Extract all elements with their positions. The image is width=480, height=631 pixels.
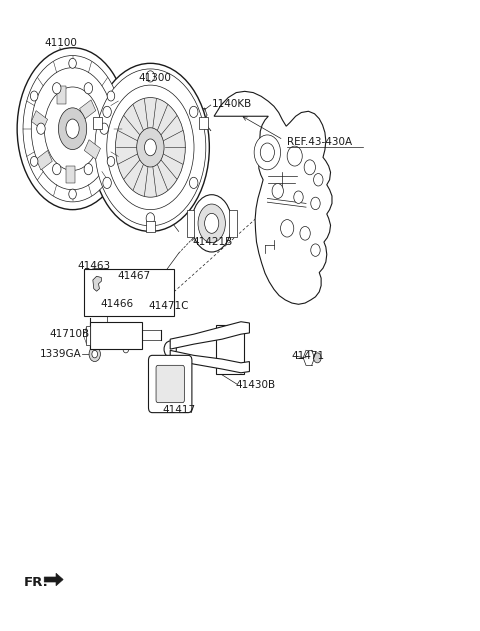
Circle shape bbox=[36, 123, 45, 134]
Circle shape bbox=[84, 83, 93, 94]
Circle shape bbox=[311, 244, 320, 256]
Circle shape bbox=[84, 163, 93, 175]
Text: 41463: 41463 bbox=[77, 261, 110, 271]
Circle shape bbox=[69, 189, 76, 199]
Circle shape bbox=[95, 281, 99, 286]
Circle shape bbox=[159, 287, 165, 294]
Text: 41471C: 41471C bbox=[148, 300, 189, 310]
Circle shape bbox=[146, 213, 155, 224]
Ellipse shape bbox=[31, 68, 114, 190]
Circle shape bbox=[100, 123, 108, 134]
Text: 41430B: 41430B bbox=[235, 380, 276, 390]
Circle shape bbox=[89, 346, 100, 362]
Circle shape bbox=[313, 353, 321, 363]
Circle shape bbox=[146, 71, 155, 82]
Ellipse shape bbox=[107, 85, 194, 209]
Text: 41421B: 41421B bbox=[193, 237, 233, 247]
Text: 41417: 41417 bbox=[162, 405, 195, 415]
Circle shape bbox=[103, 305, 111, 316]
Circle shape bbox=[311, 198, 320, 209]
Text: 1339GA: 1339GA bbox=[39, 349, 81, 359]
Text: 41471: 41471 bbox=[292, 351, 325, 361]
Circle shape bbox=[313, 174, 323, 186]
Ellipse shape bbox=[59, 108, 87, 150]
Bar bbox=[84, 139, 100, 159]
Circle shape bbox=[112, 287, 127, 307]
Circle shape bbox=[92, 350, 97, 358]
Text: 1140KB: 1140KB bbox=[212, 99, 252, 109]
Ellipse shape bbox=[198, 204, 226, 243]
Circle shape bbox=[190, 106, 198, 117]
Circle shape bbox=[304, 160, 315, 175]
Ellipse shape bbox=[17, 48, 128, 209]
Bar bbox=[216, 326, 244, 374]
Bar bbox=[86, 326, 91, 345]
Circle shape bbox=[300, 227, 310, 240]
Circle shape bbox=[287, 146, 302, 166]
Text: 41300: 41300 bbox=[139, 73, 171, 83]
Circle shape bbox=[103, 106, 111, 117]
Ellipse shape bbox=[192, 195, 232, 252]
Bar bbox=[31, 110, 48, 130]
Circle shape bbox=[123, 345, 129, 353]
Bar bbox=[80, 100, 96, 119]
Text: 41466: 41466 bbox=[101, 299, 134, 309]
Circle shape bbox=[254, 135, 281, 170]
Ellipse shape bbox=[66, 119, 79, 138]
Text: 41100: 41100 bbox=[44, 38, 77, 48]
Bar bbox=[36, 150, 52, 170]
Ellipse shape bbox=[204, 213, 219, 233]
Text: REF.43-430A: REF.43-430A bbox=[287, 138, 352, 148]
Ellipse shape bbox=[116, 98, 185, 198]
Circle shape bbox=[52, 163, 61, 175]
Bar bbox=[187, 209, 194, 237]
Circle shape bbox=[69, 58, 76, 68]
Polygon shape bbox=[93, 276, 101, 292]
Bar bbox=[146, 221, 155, 232]
Ellipse shape bbox=[137, 127, 164, 167]
Circle shape bbox=[103, 177, 111, 189]
Circle shape bbox=[131, 292, 138, 302]
Circle shape bbox=[190, 177, 198, 189]
Circle shape bbox=[107, 91, 115, 101]
Polygon shape bbox=[170, 322, 250, 349]
Circle shape bbox=[281, 220, 294, 237]
Bar bbox=[66, 166, 75, 184]
Circle shape bbox=[260, 143, 275, 162]
Circle shape bbox=[52, 83, 61, 94]
Circle shape bbox=[164, 341, 176, 357]
Text: FR.: FR. bbox=[24, 575, 49, 589]
Text: 41467: 41467 bbox=[118, 271, 151, 281]
Ellipse shape bbox=[44, 87, 101, 170]
Circle shape bbox=[294, 191, 303, 203]
Circle shape bbox=[30, 91, 38, 101]
Circle shape bbox=[107, 156, 115, 167]
Circle shape bbox=[116, 292, 123, 302]
Bar bbox=[91, 322, 143, 349]
Circle shape bbox=[30, 156, 38, 167]
Ellipse shape bbox=[23, 56, 122, 202]
Bar bbox=[57, 86, 66, 103]
Ellipse shape bbox=[144, 139, 156, 156]
Bar bbox=[229, 209, 237, 237]
FancyBboxPatch shape bbox=[148, 355, 192, 413]
Polygon shape bbox=[170, 350, 250, 373]
Ellipse shape bbox=[91, 63, 209, 232]
Polygon shape bbox=[44, 574, 63, 586]
Polygon shape bbox=[214, 91, 332, 304]
Circle shape bbox=[272, 184, 283, 198]
Text: 41710B: 41710B bbox=[49, 329, 89, 339]
Bar bbox=[199, 117, 207, 129]
FancyBboxPatch shape bbox=[156, 365, 184, 403]
Ellipse shape bbox=[95, 69, 206, 226]
Bar bbox=[84, 269, 174, 316]
Bar bbox=[93, 117, 102, 129]
